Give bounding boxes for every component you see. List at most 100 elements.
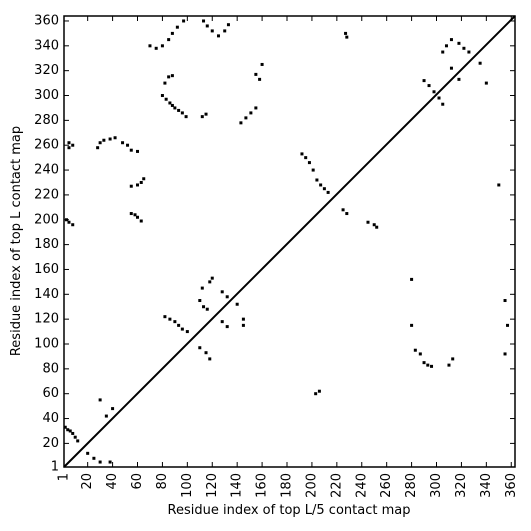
x-tick-label: 160	[255, 473, 270, 498]
contact-point	[427, 84, 431, 88]
x-tick-label: 140	[230, 473, 245, 498]
contact-point	[200, 286, 204, 290]
x-tick-label: 320	[454, 473, 469, 498]
x-tick-label: 20	[80, 473, 95, 490]
contact-point	[98, 460, 102, 464]
diagonal	[63, 15, 516, 468]
contact-point	[66, 428, 70, 432]
contact-point	[198, 346, 202, 350]
contact-point	[254, 72, 258, 76]
contact-point	[184, 115, 188, 119]
y-tick-label: 160	[34, 262, 59, 277]
y-tick-label: 40	[42, 411, 59, 426]
contact-point	[345, 35, 349, 39]
x-tick-label: 1	[57, 473, 72, 481]
contact-point	[226, 23, 230, 27]
contact-point	[71, 223, 75, 227]
contact-point	[76, 439, 80, 443]
contact-point	[437, 96, 441, 100]
x-tick-label: 180	[280, 473, 295, 498]
contact-point	[444, 44, 448, 48]
contact-point	[314, 392, 318, 396]
contact-point	[223, 29, 227, 33]
contact-point	[67, 146, 71, 150]
contact-point	[449, 38, 453, 42]
contact-point	[154, 46, 158, 50]
contact-point	[173, 106, 177, 110]
contact-point	[202, 19, 206, 23]
contact-point	[430, 364, 434, 368]
contact-point	[372, 223, 376, 227]
x-tick-label: 280	[404, 473, 419, 498]
contact-point	[200, 115, 204, 119]
contact-point	[315, 178, 319, 182]
contact-point	[86, 451, 90, 455]
y-tick-label: 100	[34, 337, 59, 352]
x-tick-label: 60	[130, 473, 145, 490]
y-tick-label: 360	[34, 13, 59, 28]
contact-point	[136, 183, 140, 187]
contact-point	[326, 190, 330, 194]
contact-point	[311, 168, 315, 172]
contact-point	[422, 79, 426, 83]
contact-point	[129, 148, 133, 152]
y-tick-label: 60	[42, 386, 59, 401]
y-tick-label: 180	[34, 237, 59, 252]
contact-point	[136, 149, 140, 153]
contact-point	[413, 348, 417, 352]
y-tick-label: 20	[42, 436, 59, 451]
contact-point	[170, 74, 174, 78]
x-tick-label: 220	[329, 473, 344, 498]
contact-point	[129, 212, 133, 216]
contact-point	[208, 357, 212, 361]
contact-point	[225, 325, 229, 329]
y-tick-label: 300	[34, 88, 59, 103]
contact-point	[241, 317, 245, 321]
x-tick-label: 260	[379, 473, 394, 498]
contact-point	[177, 323, 181, 327]
contact-point	[366, 220, 370, 224]
x-tick-label: 200	[304, 473, 319, 498]
contact-point	[170, 31, 174, 35]
contact-point	[426, 363, 430, 367]
contact-point	[170, 103, 174, 107]
contact-point	[173, 320, 177, 324]
contact-point	[108, 460, 112, 464]
contact-point	[317, 389, 321, 393]
contact-point	[506, 323, 510, 327]
contact-point	[307, 161, 311, 165]
contact-point	[73, 435, 77, 439]
contact-point	[126, 143, 130, 147]
contact-point	[180, 111, 184, 115]
contact-point	[204, 351, 208, 355]
x-axis-label: Residue index of top L/5 contact map	[168, 503, 411, 518]
contact-point	[210, 276, 214, 280]
contact-point	[441, 102, 445, 106]
plot-frame	[63, 15, 516, 468]
contact-point	[164, 97, 168, 101]
contact-point	[462, 46, 466, 50]
contact-point	[168, 101, 172, 105]
contact-point	[142, 177, 146, 181]
contact-point	[375, 225, 379, 229]
contact-point	[503, 352, 507, 356]
contact-point	[478, 61, 482, 65]
x-tick-label: 80	[155, 473, 170, 490]
contact-point	[205, 307, 209, 311]
contact-point	[220, 320, 224, 324]
contact-point	[220, 290, 224, 294]
contact-point	[148, 44, 152, 48]
contact-point	[167, 38, 171, 42]
contact-point	[258, 77, 262, 81]
contact-point	[208, 280, 212, 284]
contact-point	[98, 141, 102, 145]
contact-point	[180, 327, 184, 331]
contact-point	[111, 407, 115, 411]
contact-point	[344, 31, 348, 35]
x-tick-label: 300	[429, 473, 444, 498]
contact-point	[410, 277, 414, 281]
contact-point	[64, 218, 68, 222]
contact-point	[108, 137, 112, 141]
contact-point	[254, 106, 258, 110]
